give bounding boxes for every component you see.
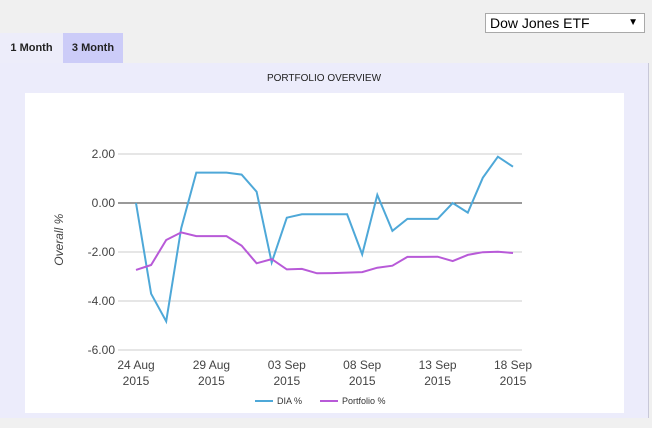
x-tick-year: 2015 <box>500 374 527 388</box>
x-tick-year: 2015 <box>349 374 376 388</box>
y-tick-label: 2.00 <box>92 147 116 161</box>
y-axis-label: Overall % <box>52 213 66 265</box>
legend-label: Portfolio % <box>342 396 386 406</box>
fund-select[interactable]: Dow Jones ETF ▼ <box>485 13 645 33</box>
x-tick-label: 13 Sep <box>419 358 457 372</box>
y-tick-label: -6.00 <box>88 343 116 357</box>
tab-1-month[interactable]: 1 Month <box>0 33 63 63</box>
x-tick-label: 29 Aug <box>193 358 230 372</box>
x-tick-label: 03 Sep <box>268 358 306 372</box>
y-tick-label: -4.00 <box>88 294 116 308</box>
tab-3-month[interactable]: 3 Month <box>63 33 123 63</box>
fund-select-value: Dow Jones ETF <box>490 15 590 31</box>
x-tick-year: 2015 <box>198 374 225 388</box>
legend-label: DIA % <box>277 396 302 406</box>
x-tick-label: 08 Sep <box>343 358 381 372</box>
x-tick-year: 2015 <box>123 374 150 388</box>
series-line-portfolio <box>135 231 514 275</box>
chart-container: 2.00 0.00 -2.00 -4.00 -6.00 Overall % 24 Aug 20… <box>25 93 624 413</box>
portfolio-panel: PORTFOLIO OVERVIEW 2.00 0.00 -2.00 -4.00 -6.… <box>0 63 649 418</box>
x-tick-label: 18 Sep <box>494 358 532 372</box>
x-tick-year: 2015 <box>424 374 451 388</box>
panel-title: PORTFOLIO OVERVIEW <box>266 73 382 84</box>
series-line-dia <box>135 155 514 325</box>
y-tick-label: -2.00 <box>88 245 116 259</box>
x-tick-label: 24 Aug <box>117 358 154 372</box>
y-tick-label: 0.00 <box>92 196 116 210</box>
x-tick-year: 2015 <box>273 374 300 388</box>
line-chart: 2.00 0.00 -2.00 -4.00 -6.00 Overall % 24 Aug 20… <box>52 147 532 406</box>
dropdown-arrow-icon: ▼ <box>628 17 638 28</box>
